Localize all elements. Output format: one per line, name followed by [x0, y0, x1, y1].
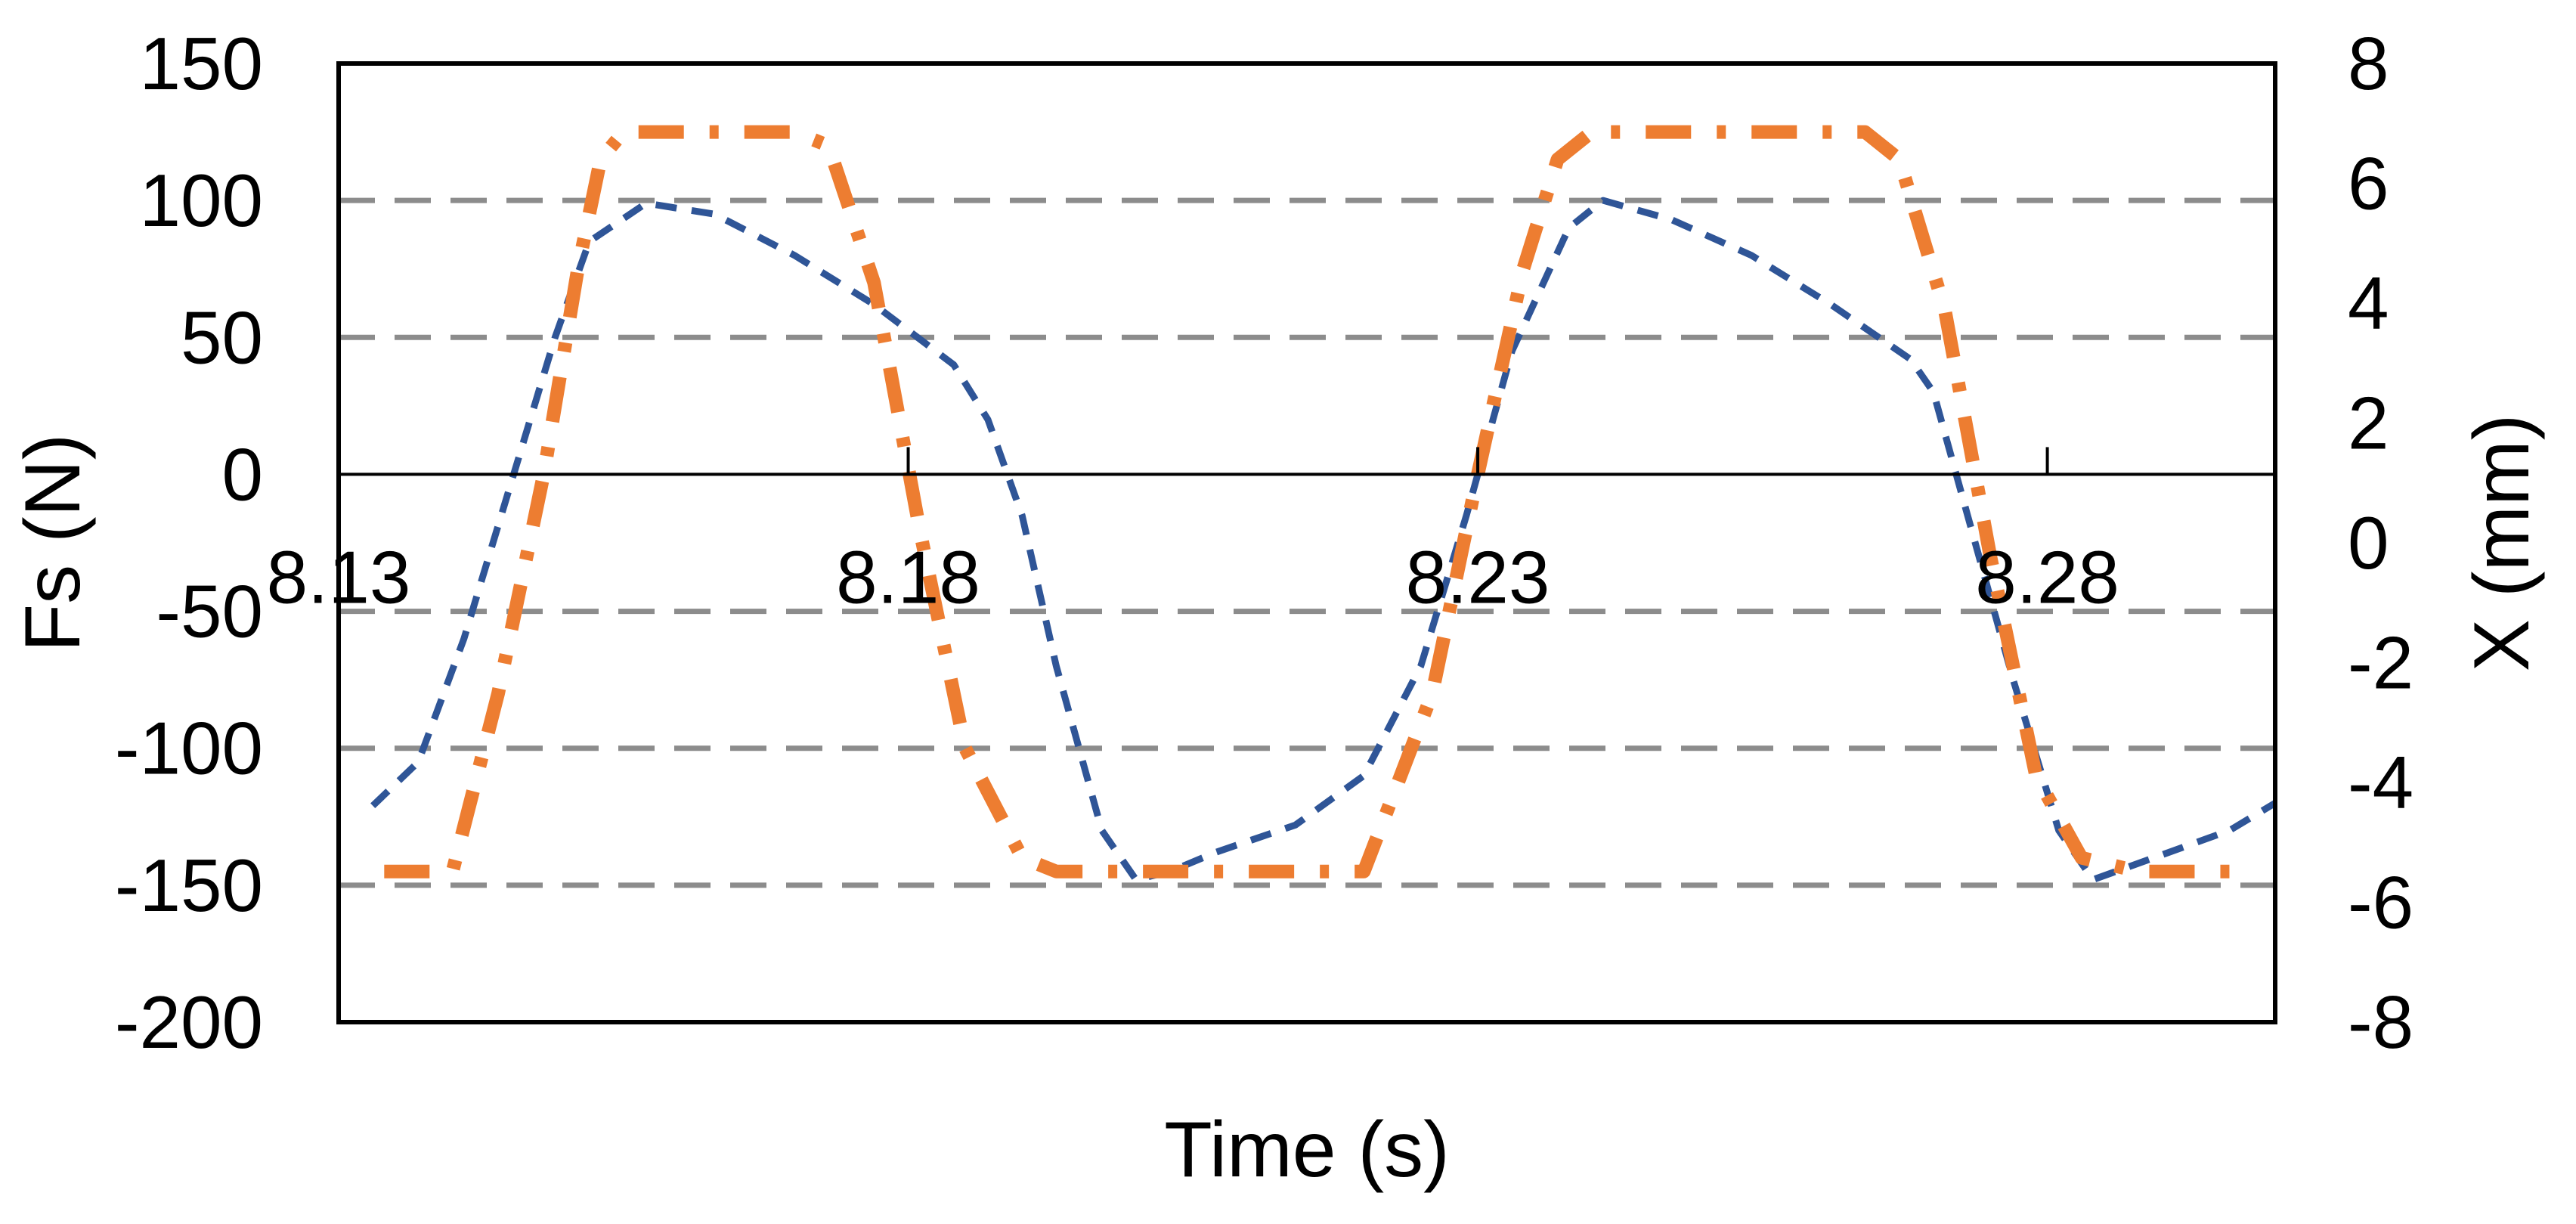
x-tick-label: 8.23 — [1406, 535, 1550, 618]
y-left-tick-label: -50 — [156, 570, 263, 653]
y-right-tick-label: -2 — [2348, 621, 2413, 705]
series-1-line — [370, 197, 2277, 884]
axes — [336, 61, 2277, 1024]
y-right-tick-label: -4 — [2348, 741, 2413, 824]
y-right-tick-label: -8 — [2348, 981, 2413, 1064]
y-left-tick-label: -150 — [115, 844, 263, 927]
series-2-line — [384, 125, 2252, 878]
y-left-tick-label: 150 — [139, 22, 263, 105]
y-left-tick-label: 100 — [139, 159, 263, 242]
y-left-tick-label: -200 — [115, 981, 263, 1064]
y-right-tick-label: -6 — [2348, 861, 2413, 944]
series-layer — [370, 125, 2277, 884]
y-left-tick-label: -100 — [115, 707, 263, 790]
y-left-tick-label: 0 — [221, 432, 263, 516]
plot-frame — [336, 61, 2277, 1024]
y-right-tick-label: 2 — [2348, 382, 2389, 465]
y-left-tick-label: 50 — [181, 296, 263, 379]
x-tick-label: 8.18 — [836, 535, 980, 618]
y-axis-left-title: Fs (N) — [9, 434, 97, 652]
y-right-tick-label: 0 — [2348, 501, 2389, 584]
y-right-tick-label: 8 — [2348, 22, 2389, 105]
gridlines — [339, 197, 2275, 888]
x-axis-title: Time (s) — [1164, 1106, 1449, 1194]
y-right-tick-label: 4 — [2348, 262, 2389, 345]
y-axis-right-title: X (mm) — [2458, 414, 2546, 672]
x-tick-label: 8.28 — [1975, 535, 2119, 618]
y-right-tick-label: 6 — [2348, 142, 2389, 225]
ticks: 150 100 50 0 -50 -100 -150 -200 8 6 4 2 0 -2 -4 -6 -8 8.1… — [115, 22, 2413, 1064]
x-tick-label: 8.13 — [267, 535, 411, 618]
